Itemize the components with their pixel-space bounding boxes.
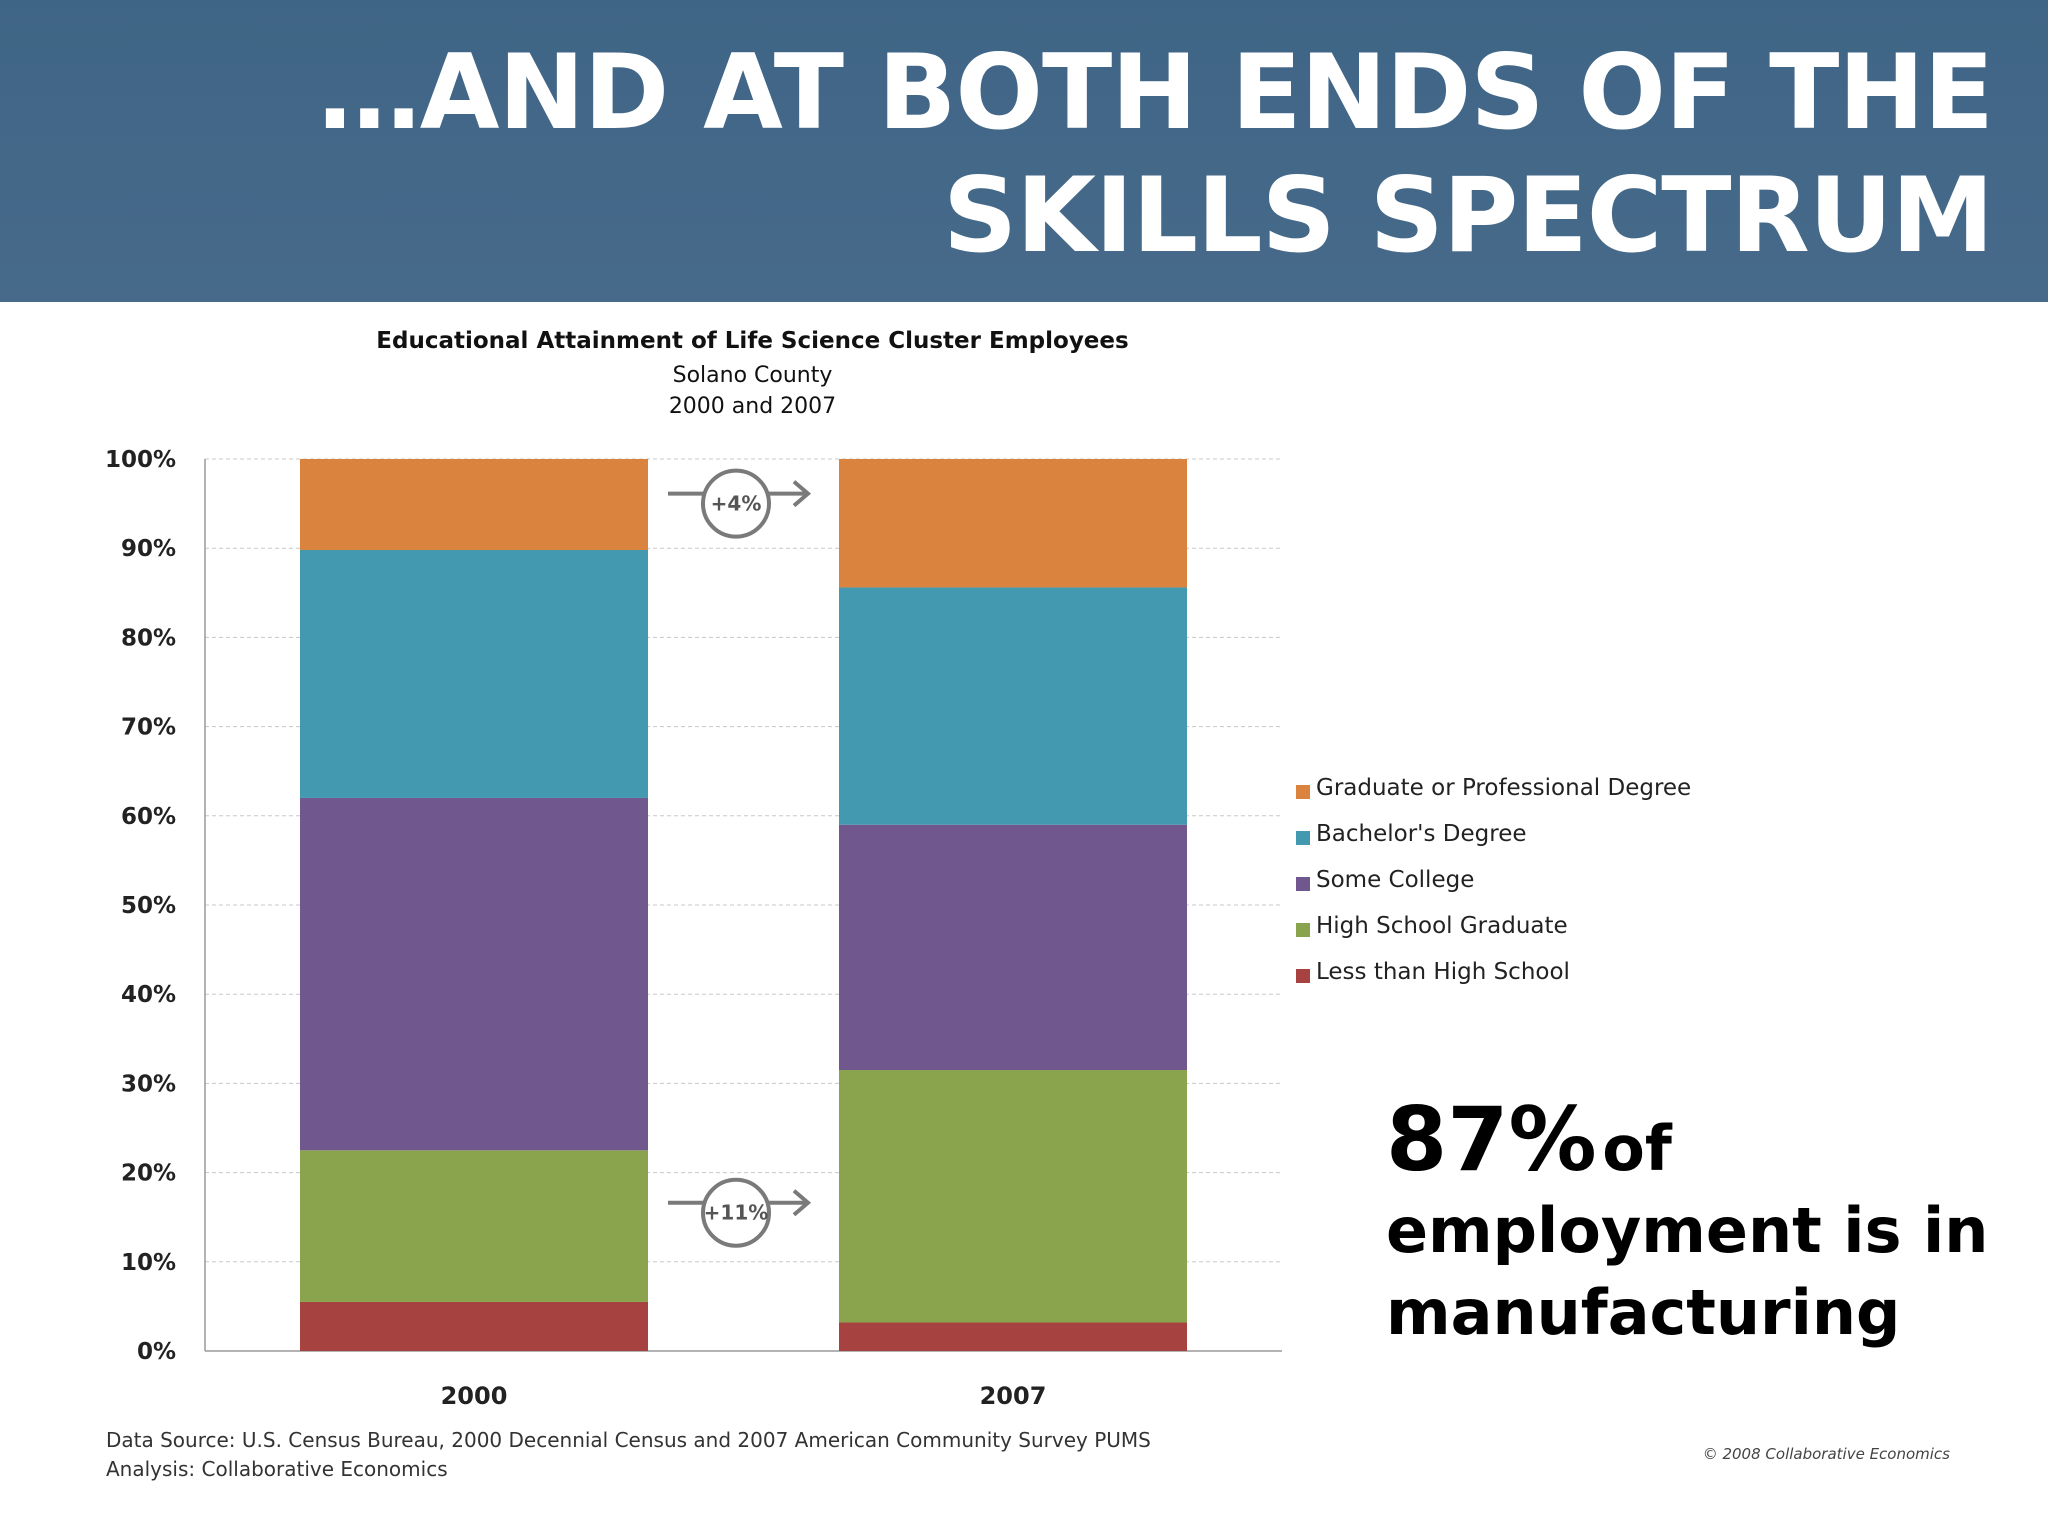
change-arrow-head <box>792 480 812 508</box>
bar-segment-2000-less-than-high-school <box>300 1301 648 1351</box>
y-tick-label: 50% <box>121 893 176 919</box>
bar-segment-2007-bachelor-s-degree <box>839 587 1187 825</box>
legend-label: Less than High School <box>1316 959 1570 985</box>
callout-line-2: employment is in <box>1386 1194 1989 1267</box>
x-tick-label: 2007 <box>980 1382 1047 1410</box>
data-source-note: Data Source: U.S. Census Bureau, 2000 De… <box>106 1426 1151 1484</box>
legend-label: Bachelor's Degree <box>1316 821 1527 847</box>
legend-swatch <box>1296 923 1310 937</box>
title-banner: …AND AT BOTH ENDS OF THE SKILLS SPECTRUM <box>0 0 2048 302</box>
bar-segment-2000-bachelor-s-degree <box>300 549 648 798</box>
x-tick-label: 2000 <box>441 1382 508 1410</box>
y-tick-label: 30% <box>121 1071 176 1097</box>
callout-line-3: manufacturing <box>1386 1276 1901 1349</box>
legend-swatch <box>1296 785 1310 799</box>
chart-title: Educational Attainment of Life Science C… <box>376 328 1129 354</box>
chart-subtitle-years: 2000 and 2007 <box>668 394 837 419</box>
legend-label: Graduate or Professional Degree <box>1316 775 1692 801</box>
y-tick-label: 100% <box>105 447 176 473</box>
y-tick-label: 0% <box>137 1339 176 1365</box>
change-circle <box>701 1177 771 1248</box>
bar-segment-2007-less-than-high-school <box>839 1322 1187 1351</box>
change-label: +4% <box>711 492 762 516</box>
y-tick-label: 20% <box>121 1161 176 1187</box>
change-arrow-head <box>792 1189 812 1217</box>
y-tick-label: 90% <box>121 536 176 562</box>
analysis-line: Analysis: Collaborative Economics <box>106 1457 448 1481</box>
page-title: …AND AT BOTH ENDS OF THE SKILLS SPECTRUM <box>317 33 1994 276</box>
copyright-note: © 2008 Collaborative Economics <box>1702 1445 1950 1463</box>
bar-segment-2000-high-school-graduate <box>300 1150 648 1302</box>
callout-percent: 87% <box>1386 1088 1597 1191</box>
change-label: +11% <box>704 1201 769 1225</box>
legend-label: High School Graduate <box>1316 913 1568 939</box>
legend-swatch <box>1296 831 1310 845</box>
y-tick-label: 10% <box>121 1250 176 1276</box>
chart-subtitle-county: Solano County <box>672 363 833 388</box>
employment-callout: 87% of employment is in manufacturing <box>1386 1090 2026 1354</box>
y-tick-label: 70% <box>121 715 176 741</box>
bar-segment-2007-high-school-graduate <box>839 1070 1187 1323</box>
bar-segment-2000-some-college <box>300 797 648 1151</box>
bar-segment-2007-graduate-or-professional-degree <box>839 459 1187 588</box>
y-tick-label: 80% <box>121 625 176 651</box>
change-circle <box>701 468 771 539</box>
y-tick-label: 40% <box>121 982 176 1008</box>
legend-label: Some College <box>1316 867 1475 893</box>
bar-segment-2000-graduate-or-professional-degree <box>300 459 648 550</box>
legend-swatch <box>1296 969 1310 983</box>
y-tick-label: 60% <box>121 804 176 830</box>
data-source-line: Data Source: U.S. Census Bureau, 2000 De… <box>106 1428 1151 1452</box>
legend-swatch <box>1296 877 1310 891</box>
bar-segment-2007-some-college <box>839 824 1187 1071</box>
callout-of: of <box>1602 1112 1672 1185</box>
